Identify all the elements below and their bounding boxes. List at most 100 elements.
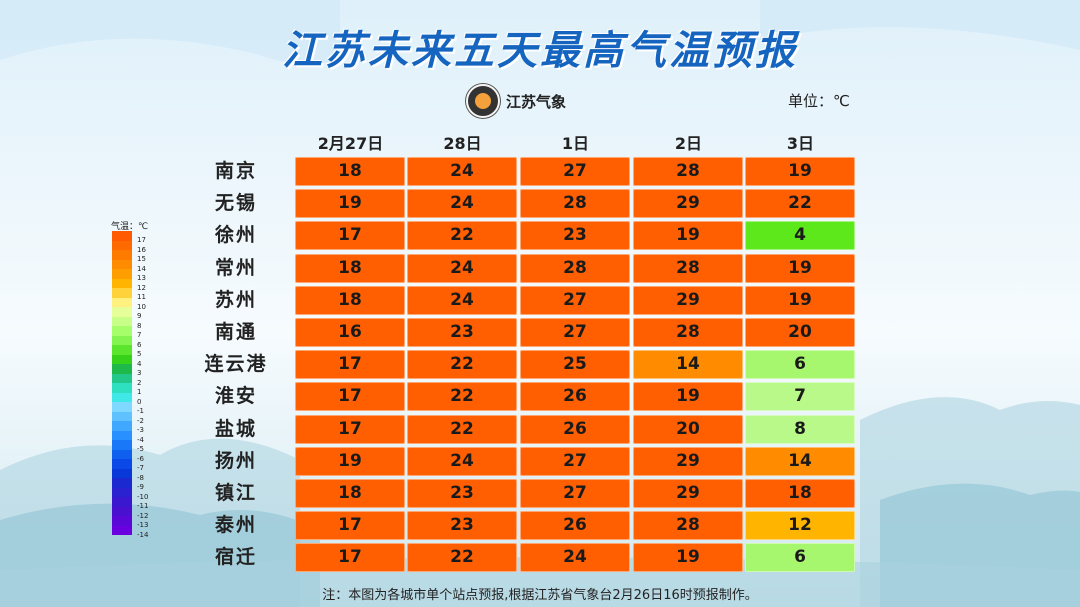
column-header: 1日	[561, 134, 590, 153]
weather-bureau-logo-icon	[466, 84, 500, 118]
legend-swatch	[112, 506, 132, 516]
temperature-cell: 22	[407, 221, 517, 251]
legend-swatch	[112, 240, 132, 250]
legend-label: -9	[137, 483, 144, 491]
legend-label: 9	[137, 312, 142, 320]
temperature-cell: 26	[520, 511, 630, 541]
column-header: 28日	[443, 134, 482, 153]
city-label: 常州	[214, 256, 257, 279]
temperature-cell: 6	[745, 543, 855, 573]
temperature-cell: 18	[295, 157, 405, 186]
temperature-cell: 18	[745, 479, 855, 508]
temperature-cell: 20	[633, 414, 743, 444]
temperature-cell: 28	[520, 189, 630, 219]
legend-swatch	[112, 316, 132, 326]
legend-swatch	[112, 326, 132, 336]
temperature-cell: 19	[633, 382, 743, 412]
temperature-cell: 29	[633, 189, 743, 219]
city-label: 南京	[214, 160, 257, 182]
temperature-cell: 17	[295, 414, 405, 444]
legend-label: -3	[137, 426, 144, 434]
temperature-cell: 27	[520, 285, 630, 315]
legend-swatch	[112, 373, 132, 383]
temperature-cell: 20	[745, 318, 855, 347]
temperature-cell: 17	[295, 543, 405, 573]
city-label: 南通	[214, 321, 257, 343]
legend-swatch	[112, 525, 132, 535]
legend-color-bar	[112, 231, 132, 535]
temperature-cell: 19	[633, 221, 743, 251]
temperature-cell: 28	[633, 157, 743, 186]
legend-swatch	[112, 411, 132, 421]
temperature-cell: 8	[745, 414, 855, 444]
legend-label: 12	[137, 283, 146, 292]
temperature-cell: 29	[633, 285, 743, 315]
legend-label: 5	[137, 350, 142, 358]
legend-label: 15	[137, 255, 146, 263]
temperature-cell: 17	[295, 382, 405, 412]
legend-swatch	[112, 335, 132, 345]
city-label: 泰州	[214, 514, 257, 537]
legend-label: -1	[137, 407, 144, 415]
city-label: 盐城	[214, 417, 257, 440]
legend-swatch	[112, 250, 132, 260]
column-header: 2日	[674, 134, 703, 153]
temperature-cell: 24	[520, 543, 630, 573]
legend-label: 8	[137, 321, 142, 330]
legend-label: -13	[137, 521, 149, 529]
legend-label: 0	[137, 397, 142, 406]
temperature-cell: 18	[295, 285, 405, 315]
legend-label: -12	[137, 511, 149, 520]
legend-label: -7	[137, 464, 144, 472]
legend-label: 16	[137, 245, 146, 254]
temperature-cell: 29	[633, 446, 743, 476]
temperature-cell: 18	[295, 479, 405, 508]
temperature-cell: 19	[295, 446, 405, 476]
temperature-cell: 22	[407, 382, 517, 412]
temperature-cell: 24	[407, 189, 517, 219]
temperature-cell: 28	[633, 253, 743, 283]
temperature-cell: 7	[745, 382, 855, 412]
legend-label: -11	[137, 502, 149, 510]
temperature-cell: 27	[520, 318, 630, 347]
legend-label: 1	[137, 388, 142, 396]
temperature-cell: 23	[407, 318, 517, 347]
temperature-cell: 28	[633, 318, 743, 347]
city-label: 扬州	[214, 449, 257, 472]
legend-label: 6	[137, 340, 142, 349]
footnote: 注：本图为各城市单个站点预报,根据江苏省气象台2月26日16时预报制作。	[322, 588, 758, 603]
legend-swatch	[112, 364, 132, 374]
temperature-cell: 17	[295, 511, 405, 541]
temperature-cell: 27	[520, 446, 630, 476]
legend-swatch	[112, 392, 132, 402]
city-label: 宿迁	[214, 546, 257, 569]
temperature-cell: 28	[520, 253, 630, 283]
column-header: 3日	[786, 134, 815, 153]
city-label: 淮安	[214, 385, 257, 408]
temperature-cell: 19	[745, 157, 855, 186]
temperature-cell: 18	[295, 253, 405, 283]
temperature-cell: 16	[295, 318, 405, 347]
legend-swatch	[112, 288, 132, 298]
legend-swatch	[112, 468, 132, 478]
temperature-cell: 23	[407, 479, 517, 508]
legend-swatch	[112, 430, 132, 440]
temperature-cell: 14	[633, 350, 743, 380]
temperature-cell: 19	[745, 285, 855, 315]
legend-label: 7	[137, 331, 142, 339]
legend-swatch	[112, 478, 132, 488]
legend-label: -4	[137, 435, 144, 444]
page-title: 江苏未来五天最高气温预报	[282, 28, 798, 74]
legend-swatch	[112, 307, 132, 317]
legend-swatch	[112, 269, 132, 279]
legend-label: 10	[137, 302, 146, 311]
legend-label: -8	[137, 473, 144, 482]
temperature-cell: 19	[745, 253, 855, 283]
temperature-cell: 17	[295, 350, 405, 380]
temperature-cell: 23	[407, 511, 517, 541]
legend-label: -6	[137, 454, 144, 463]
temperature-cell: 24	[407, 285, 517, 315]
temperature-cell: 12	[745, 511, 855, 541]
temperature-cell: 23	[520, 221, 630, 251]
temperature-cell: 24	[407, 157, 517, 186]
